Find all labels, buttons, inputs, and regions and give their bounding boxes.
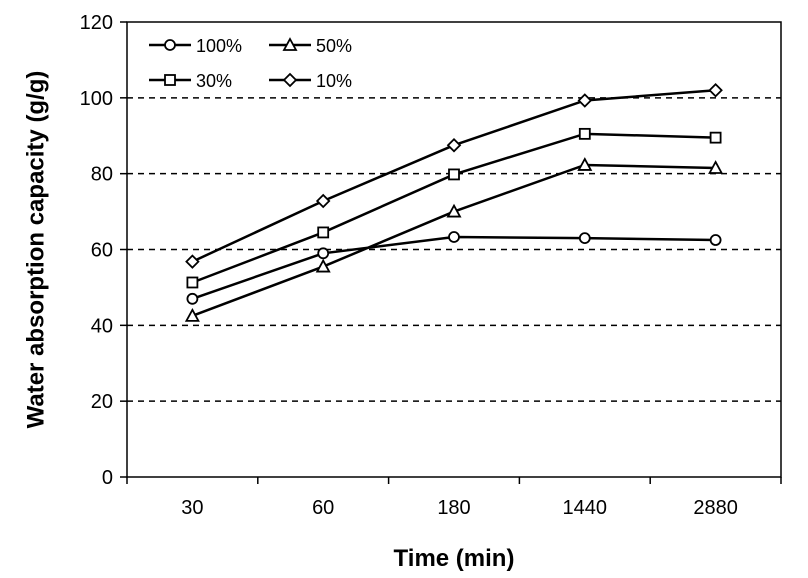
- legend-marker: [282, 72, 298, 88]
- y-tick-label: 40: [91, 315, 113, 337]
- data-point: [709, 234, 722, 246]
- y-tick-label: 120: [80, 12, 113, 34]
- data-point: [317, 226, 330, 239]
- data-point: [446, 137, 462, 153]
- x-tick-label: 180: [437, 497, 470, 519]
- legend-label: 50%: [316, 36, 352, 56]
- y-tick-label: 100: [80, 88, 113, 110]
- data-point: [708, 82, 723, 98]
- data-point: [448, 168, 460, 181]
- data-point: [446, 203, 462, 218]
- series-30pct: [186, 127, 722, 289]
- series-line: [191, 235, 716, 300]
- x-tick-label: 2880: [693, 497, 738, 519]
- data-point: [448, 231, 460, 243]
- x-tick-label: 1440: [563, 497, 608, 519]
- data-series: [184, 82, 724, 322]
- y-tick-label: 20: [91, 391, 113, 413]
- legend: 100% 50% 30% 10%: [149, 36, 352, 91]
- data-point: [578, 232, 591, 245]
- data-point: [315, 193, 331, 209]
- legend-item: 100%: [149, 36, 242, 56]
- data-point: [578, 127, 591, 140]
- y-tick-label: 0: [102, 467, 113, 489]
- data-point: [315, 258, 331, 273]
- axes: 0 20 40 60 80 100 120 30 60 180 1440 2880: [80, 12, 782, 519]
- legend-marker: [164, 39, 176, 51]
- x-tick-label: 60: [312, 497, 334, 519]
- legend-item: 50%: [269, 36, 352, 56]
- plot-area-border: [126, 21, 782, 478]
- data-point: [577, 93, 593, 108]
- data-point: [709, 131, 722, 144]
- series-50pct: [184, 157, 724, 322]
- data-point: [708, 160, 724, 174]
- x-axis-title: Time (min): [394, 545, 515, 572]
- gridlines: [127, 97, 781, 402]
- data-point: [186, 292, 199, 305]
- legend-label: 30%: [196, 71, 232, 91]
- data-point: [317, 247, 330, 260]
- data-point: [184, 307, 200, 322]
- legend-item: 10%: [269, 71, 352, 91]
- legend-label: 100%: [196, 36, 242, 56]
- x-tick-label: 30: [181, 497, 203, 519]
- legend-item: 30%: [149, 71, 232, 91]
- y-tick-label: 60: [91, 240, 113, 262]
- legend-marker: [164, 74, 176, 86]
- data-point: [186, 276, 199, 289]
- data-point: [577, 157, 593, 171]
- data-point: [185, 254, 200, 269]
- series-10pct: [185, 82, 723, 269]
- y-tick-label: 80: [91, 164, 113, 186]
- legend-marker: [282, 37, 298, 51]
- legend-label: 10%: [316, 71, 352, 91]
- y-axis-title: Water absorption capacity (g/g): [22, 71, 49, 429]
- series-100pct: [186, 231, 722, 305]
